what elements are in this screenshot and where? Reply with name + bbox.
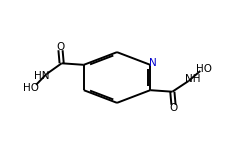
Text: N: N: [149, 58, 157, 68]
Text: HO: HO: [196, 64, 212, 74]
Text: O: O: [56, 42, 65, 52]
Text: HN: HN: [34, 71, 50, 81]
Text: NH: NH: [185, 74, 201, 84]
Text: O: O: [169, 103, 178, 113]
Text: HO: HO: [23, 83, 39, 93]
